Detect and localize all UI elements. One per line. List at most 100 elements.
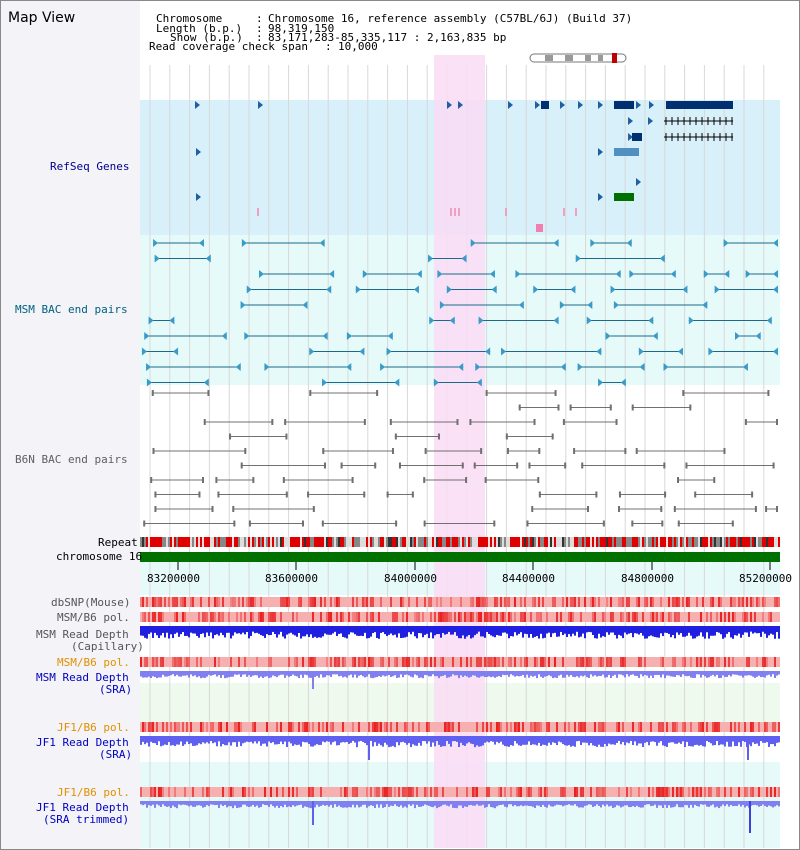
heat-bar-mark	[440, 612, 442, 622]
depth-bar	[430, 626, 432, 633]
bac-end	[321, 520, 324, 527]
depth-bar	[498, 801, 500, 806]
repeat-mark	[760, 537, 762, 547]
depth-bar	[778, 801, 780, 807]
depth-bar	[142, 801, 144, 806]
depth-bar	[596, 671, 598, 677]
heat-bar-mark	[742, 597, 744, 607]
bac-end	[211, 506, 214, 512]
bac-end	[252, 477, 255, 483]
jf1-b6-pol-label[interactable]: JF1/B6 pol.	[57, 721, 130, 734]
heat-bar-mark	[412, 787, 414, 797]
heat-bar-mark	[670, 612, 672, 622]
depth-bar	[608, 801, 610, 807]
msm-depth-sra-label[interactable]: MSM Read Depth	[36, 671, 129, 684]
depth-bar	[176, 671, 178, 675]
depth-bar	[548, 801, 550, 805]
depth-bar	[580, 801, 582, 808]
bac-end	[240, 462, 243, 469]
heat-bar-mark	[496, 657, 498, 667]
depth-bar	[646, 736, 648, 742]
jf1-depth-sra-label[interactable]: JF1 Read Depth	[36, 736, 129, 749]
depth-bar	[750, 626, 752, 632]
jf1-depth-trim-label[interactable]: JF1 Read Depth	[36, 801, 129, 814]
bac-end	[624, 448, 627, 454]
depth-bar	[736, 801, 738, 807]
depth-bar	[446, 671, 448, 678]
heat-bar-mark	[738, 722, 740, 732]
heat-bar-mark	[494, 597, 496, 607]
depth-bar	[762, 736, 764, 743]
heat-bar-mark	[496, 597, 498, 607]
depth-bar	[484, 671, 486, 678]
heat-bar-mark	[730, 787, 732, 797]
repeat-mark	[586, 537, 588, 547]
depth-bar	[488, 626, 490, 634]
heat-bar-mark	[368, 657, 370, 667]
heat-bar-mark	[280, 597, 282, 607]
repeat-mark	[260, 537, 262, 547]
heat-bar-mark	[562, 657, 564, 667]
repeat-mark	[236, 537, 238, 547]
heat-bar-mark	[494, 657, 496, 667]
depth-bar	[544, 626, 546, 638]
heat-bar-mark	[492, 657, 494, 667]
repeat-mark	[144, 537, 146, 547]
heat-bar-mark	[548, 722, 550, 732]
depth-bar	[576, 736, 578, 742]
repeat-mark	[170, 537, 172, 547]
depth-bar	[640, 736, 642, 744]
heat-bar-mark	[486, 612, 488, 622]
depth-bar	[294, 671, 296, 676]
heat-bar-mark	[430, 597, 432, 607]
repeat-mark	[230, 537, 232, 547]
repeat-mark	[456, 537, 458, 547]
heat-bar-mark	[396, 722, 398, 732]
heat-bar-mark	[372, 657, 374, 667]
bac-end	[398, 462, 401, 469]
heat-bar-mark	[526, 787, 528, 797]
repeat-mark	[470, 537, 472, 547]
dbsnp-label[interactable]: dbSNP(Mouse)	[51, 596, 131, 609]
heat-bar-mark	[676, 612, 678, 622]
bac-end	[659, 254, 665, 263]
heat-bar-mark	[268, 612, 270, 622]
heat-bar-mark	[772, 722, 774, 732]
heat-bar-mark	[300, 597, 302, 607]
refseq-genes-label[interactable]: RefSeq Genes	[50, 160, 130, 173]
depth-bar	[540, 736, 542, 747]
b6n-bac-label[interactable]: B6N BAC end pairs	[15, 453, 128, 466]
heat-bar-mark	[480, 657, 482, 667]
depth-bar	[380, 736, 382, 746]
repeat-mark	[540, 537, 542, 547]
depth-bar	[264, 801, 266, 806]
msm-b6-pol-sra-label[interactable]: MSM/B6 pol.	[57, 656, 130, 669]
heat-bar-mark	[276, 787, 278, 797]
heat-bar-mark	[540, 722, 542, 732]
heat-bar-mark	[238, 597, 240, 607]
heat-bar-mark	[166, 722, 168, 732]
repeat-mark	[436, 537, 438, 547]
depth-bar	[530, 736, 532, 746]
depth-bar	[184, 801, 186, 805]
heat-bar-mark	[698, 722, 700, 732]
heat-bar-mark	[376, 722, 378, 732]
depth-bar	[496, 626, 498, 635]
msm-depth-capillary-label[interactable]: MSM Read Depth	[36, 628, 129, 641]
depth-bar	[710, 736, 712, 744]
msm-bac-label[interactable]: MSM BAC end pairs	[15, 303, 128, 316]
depth-bar	[570, 626, 572, 637]
heat-bar-mark	[438, 612, 440, 622]
heat-bar-mark	[412, 657, 414, 667]
heat-bar-mark	[458, 612, 460, 622]
repeat-mark	[580, 537, 582, 547]
heat-bar-mark	[234, 597, 236, 607]
depth-bar	[586, 736, 588, 743]
gene-tick	[505, 208, 507, 216]
depth-bar	[368, 801, 370, 807]
jf1-b6-pol-trim-label[interactable]: JF1/B6 pol.	[57, 786, 130, 799]
gene-mark	[535, 101, 540, 109]
heat-bar-mark	[574, 722, 576, 732]
depth-bar	[194, 801, 196, 807]
msm-b6-pol-label[interactable]: MSM/B6 pol.	[57, 611, 130, 624]
